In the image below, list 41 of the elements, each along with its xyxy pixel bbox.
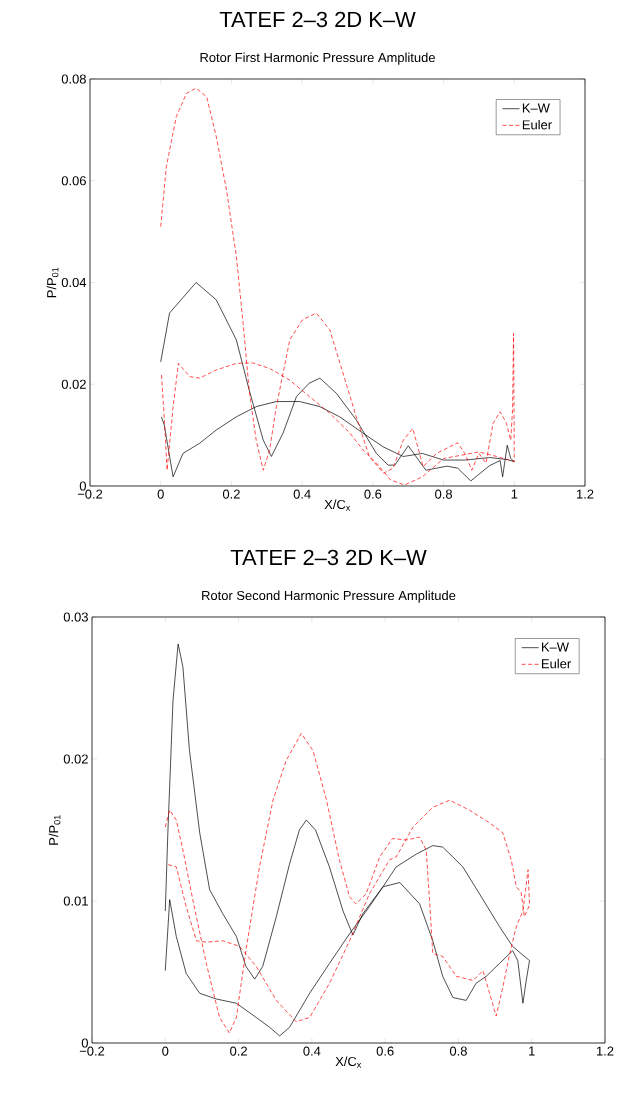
chart-subtitle: Rotor Second Harmonic Pressure Amplitude [202, 590, 456, 603]
x-tick-label: 0.6 [364, 489, 382, 499]
legend-label: K–W [542, 642, 569, 652]
x-tick-label: 0.2 [230, 1046, 247, 1056]
x-axis-title: X/C$_{x}$ [335, 1056, 362, 1068]
legend-label: Euler [522, 119, 552, 130]
x-tick-label: −0.2 [79, 1046, 105, 1056]
line-series [160, 282, 515, 482]
x-tick-label: 0 [157, 489, 164, 499]
y-tick-label: 0.02 [63, 754, 88, 764]
x-tick-label: 0.8 [449, 1046, 467, 1056]
x-tick-label: 0.4 [303, 1046, 321, 1056]
chart-title: TATEF 2–3 2D K–W [219, 11, 416, 28]
x-tick-label: 1 [511, 489, 518, 499]
y-tick-label: 0.08 [61, 74, 86, 84]
x-tick-label: 0 [162, 1046, 169, 1056]
x-tick-label: 1.2 [596, 1046, 614, 1056]
y-tick-label: 0 [79, 481, 86, 491]
x-tick-label: 0.6 [376, 1046, 394, 1056]
x-tick-label: 0.8 [435, 489, 453, 499]
y-tick-label: 0.01 [63, 896, 88, 906]
x-tick-label: 1 [529, 1046, 535, 1056]
y-tick-label: 0.03 [63, 612, 88, 622]
y-tick-label: 0.06 [61, 176, 86, 186]
x-tick-label: 0.4 [293, 489, 311, 499]
y-axis-title: P/P$_{01}$ [46, 267, 59, 298]
line-series [164, 733, 530, 1034]
x-tick-label: −0.2 [77, 489, 103, 499]
legend-label: Euler [542, 658, 571, 669]
y-tick-label: 0 [81, 1038, 88, 1048]
y-axis-title: P/P$_{01}$ [48, 815, 61, 845]
y-tick-label: 0.02 [61, 379, 86, 389]
chart-title: TATEF 2–3 2D K–W [230, 549, 427, 566]
line-series [164, 643, 530, 1037]
x-tick-label: 0.2 [222, 489, 240, 499]
x-tick-label: 1.2 [576, 489, 594, 499]
legend-label: K–W [522, 103, 550, 113]
line-series [160, 87, 515, 486]
y-tick-label: 0.04 [61, 277, 87, 288]
x-axis-title: X/C$_{x}$ [324, 499, 351, 511]
chart-subtitle: Rotor First Harmonic Pressure Amplitude [200, 52, 435, 65]
